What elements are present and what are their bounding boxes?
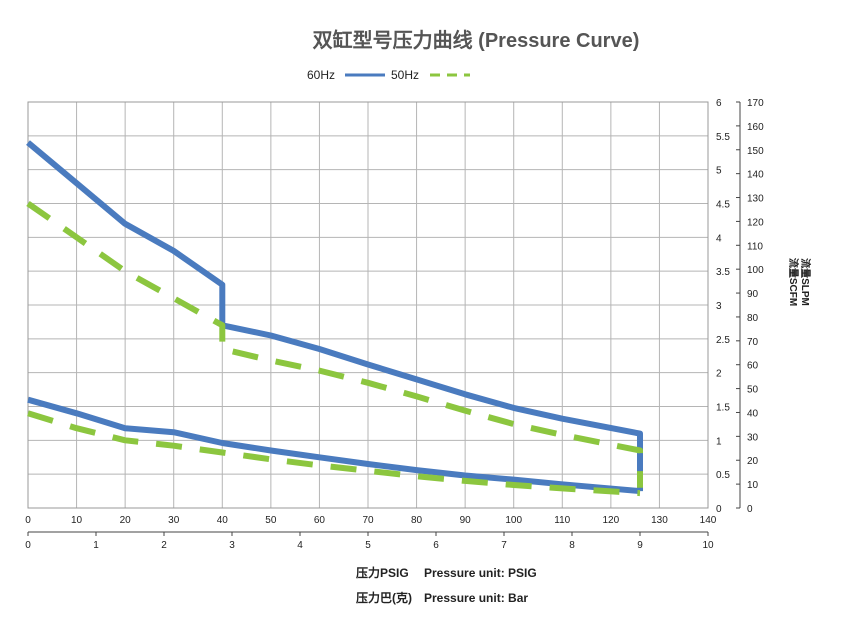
y-tick-label-scfm: 0.5: [716, 470, 730, 481]
y-tick-label-slpm: 30: [747, 432, 759, 443]
x-tick-label-psig: 130: [651, 515, 668, 526]
plot-frame: [27, 101, 709, 509]
x-tick-label-psig: 30: [168, 515, 180, 526]
x-tick-label-bar: 1: [93, 540, 99, 551]
grid: [27, 101, 709, 509]
y-tick-label-scfm: 1.5: [716, 403, 730, 414]
y-tick-label-slpm: 70: [747, 337, 759, 348]
right-axis-label-slpm: 流量SLPM: [799, 258, 812, 306]
y-tick-label-scfm: 1: [716, 436, 722, 447]
x-tick-label-bar: 8: [569, 540, 575, 551]
xlabel-bar-en: Pressure unit: Bar: [424, 591, 528, 605]
x-tick-label-psig: 0: [25, 515, 31, 526]
y-tick-label-slpm: 140: [747, 170, 764, 181]
y-tick-label-slpm: 150: [747, 146, 764, 157]
series-line-50hz-power: [27, 410, 641, 497]
y-tick-label-scfm: 3.5: [716, 267, 730, 278]
x-tick-label-bar: 10: [702, 540, 714, 551]
xlabel-bar-cn: 压力巴(克): [356, 590, 412, 605]
x-tick-label-psig: 100: [505, 515, 522, 526]
x-tick-label-psig: 60: [314, 515, 326, 526]
right-axis-label-scfm: 流量SCFM: [787, 258, 800, 306]
x-tick-label-psig: 10: [71, 515, 83, 526]
xlabel-psig-cn: 压力PSIG: [356, 565, 409, 580]
y-tick-label-slpm: 0: [747, 504, 753, 515]
x-tick-label-psig: 50: [265, 515, 277, 526]
x-tick-label-psig: 140: [700, 515, 717, 526]
y-tick-label-scfm: 2: [716, 369, 722, 380]
x-tick-label-bar: 3: [229, 540, 235, 551]
x-tick-label-psig: 90: [460, 515, 472, 526]
y-tick-label-slpm: 100: [747, 265, 764, 276]
series-line-60hz-flow: [26, 140, 643, 492]
x-tick-label-bar: 7: [501, 540, 507, 551]
x-tick-label-bar: 6: [433, 540, 439, 551]
y-tick-label-slpm: 60: [747, 361, 759, 372]
y-tick-label-slpm: 120: [747, 217, 764, 228]
legend: 60Hz 50Hz: [307, 68, 470, 82]
x-tick-label-psig: 120: [603, 515, 620, 526]
x-tick-label-bar: 4: [297, 540, 303, 551]
y-tick-label-slpm: 50: [747, 385, 759, 396]
y-tick-label-slpm: 90: [747, 289, 759, 300]
x-tick-label-bar: 0: [25, 540, 31, 551]
legend-label-50hz: 50Hz: [391, 68, 419, 82]
x-tick-label-psig: 40: [217, 515, 229, 526]
xlabel-psig-en: Pressure unit: PSIG: [424, 566, 537, 580]
x-tick-label-psig: 110: [554, 515, 570, 526]
x-tick-label-psig: 70: [362, 515, 374, 526]
y-tick-label-slpm: 80: [747, 313, 759, 324]
chart-title: 双缸型号压力曲线 (Pressure Curve): [313, 28, 640, 52]
x-tick-label-bar: 2: [161, 540, 167, 551]
series-line-60hz-power: [27, 396, 641, 495]
y-tick-label-slpm: 170: [747, 98, 764, 109]
y-tick-label-slpm: 110: [747, 241, 763, 252]
y-tick-label-scfm: 4.5: [716, 200, 730, 211]
y-tick-label-scfm: 2.5: [716, 335, 730, 346]
legend-label-60hz: 60Hz: [307, 68, 335, 82]
y-tick-label-slpm: 40: [747, 408, 759, 419]
x-tick-label-bar: 9: [637, 540, 643, 551]
x-tick-label-psig: 20: [120, 515, 132, 526]
series-group: [26, 140, 643, 497]
x-tick-label-psig: 80: [411, 515, 423, 526]
axes: [27, 101, 741, 536]
y-tick-label-slpm: 20: [747, 456, 759, 467]
y-tick-label-scfm: 4: [716, 233, 722, 244]
series-line-50hz-flow: [26, 201, 643, 488]
y-tick-label-scfm: 5: [716, 166, 722, 177]
y-tick-label-slpm: 130: [747, 194, 764, 205]
y-tick-label-scfm: 0: [716, 504, 722, 515]
y-tick-label-slpm: 160: [747, 122, 764, 133]
y-tick-label-scfm: 6: [716, 98, 722, 109]
y-tick-label-scfm: 5.5: [716, 132, 730, 143]
x-tick-label-bar: 5: [365, 540, 371, 551]
y-tick-label-scfm: 3: [716, 301, 722, 312]
y-tick-label-slpm: 10: [747, 480, 759, 491]
